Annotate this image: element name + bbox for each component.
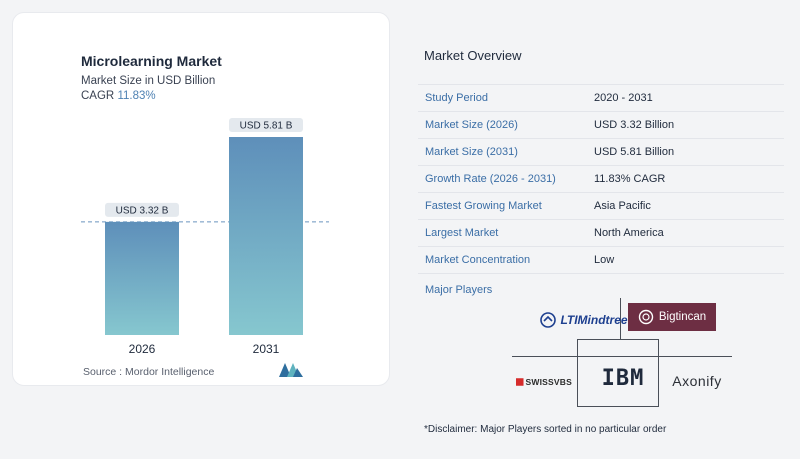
overview-row: Market Size (2031) USD 5.81 Billion [418,138,784,165]
overview-divider [418,273,784,274]
overview-row-value: 11.83% CAGR [594,173,666,185]
axonify-logo: Axonify [664,370,730,392]
cagr-value: 11.83% [117,90,156,102]
major-players-label: Major Players [425,284,493,296]
chart-subtitle: Market Size in USD Billion [81,75,216,87]
bigtincan-logo: Bigtincan [628,303,716,331]
disclaimer: *Disclaimer: Major Players sorted in no … [424,424,667,435]
overview-row-value: North America [594,227,664,239]
data-label-bg [229,118,303,132]
swissvbs-logo: SWISSVBS [516,372,572,392]
overview-row-label: Largest Market [425,227,499,239]
overview-row: Market Concentration Low [418,246,784,273]
overview-row: Growth Rate (2026 - 2031) 11.83% CAGR [418,165,784,192]
bar-2031 [229,137,303,335]
overview-row-value: USD 3.32 Billion [594,119,675,131]
overview-row-value: USD 5.81 Billion [594,146,675,158]
grid-line [577,339,578,407]
grid-line [577,406,659,407]
ibm-logo: IBM [590,364,656,392]
overview-row-value: 2020 - 2031 [594,92,653,104]
data-label-bg [105,202,179,217]
chart-card: Microlearning Market Market Size in USD … [12,12,390,386]
overview-row-label: Market Concentration [425,254,531,266]
chart-cagr: CAGR 11.83% [81,90,156,102]
grid-line [577,339,659,340]
bigtincan-name: Bigtincan [658,311,707,323]
overview-row-label: Market Size (2031) [425,146,518,158]
bar-2026 [105,221,179,335]
mordor-logo-icon [279,363,303,377]
data-label: USD 3.32 B [116,205,169,216]
ibm-name: IBM [601,365,645,391]
overview-title: Market Overview [424,48,522,63]
overview-row: Study Period 2020 - 2031 [418,84,784,111]
swissvbs-icon [516,378,524,386]
grid-line [658,339,659,407]
bigtincan-icon [638,309,654,325]
overview-row-label: Market Size (2026) [425,119,518,131]
x-tick-label: 2026 [129,342,156,356]
overview-row-value: Low [594,254,615,266]
ltimindtree-name: LTIMindtree [560,313,628,327]
grid-line [620,298,621,340]
overview-row-value: Asia Pacific [594,200,651,212]
source-text: Source : Mordor Intelligence [83,366,215,378]
overview-row-label: Fastest Growing Market [425,200,542,212]
bar-chart: USD 3.32 B 2026 USD 5.81 B 2031 [81,118,329,356]
overview-row: Largest Market North America [418,219,784,246]
grid-line [512,356,732,357]
overview-row-label: Study Period [425,92,488,104]
ltimindtree-icon [540,312,557,328]
chart-title: Microlearning Market [81,53,222,69]
overview-row: Fastest Growing Market Asia Pacific [418,192,784,219]
data-label: USD 5.81 B [240,121,293,132]
x-tick-label: 2031 [253,342,280,356]
overview-row: Market Size (2026) USD 3.32 Billion [418,111,784,138]
ltimindtree-logo: LTIMindtree [524,306,644,334]
overview-row-label: Growth Rate (2026 - 2031) [425,173,556,185]
axonify-name: Axonify [672,373,722,389]
swissvbs-name: SWISSVBS [525,377,572,387]
cagr-label: CAGR [81,90,115,102]
